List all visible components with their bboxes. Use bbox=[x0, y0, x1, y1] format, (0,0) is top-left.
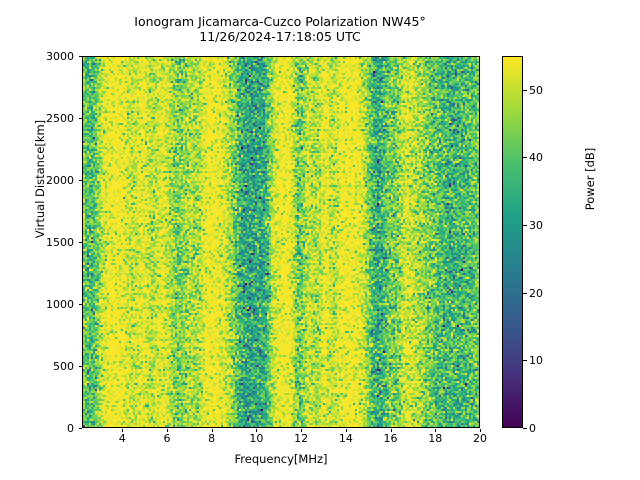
x-tick-mark bbox=[122, 428, 124, 432]
y-tick-mark bbox=[78, 242, 82, 243]
colorbar-tick-mark bbox=[523, 89, 527, 91]
x-tick-label: 6 bbox=[163, 432, 171, 445]
y-tick-label: 500 bbox=[53, 360, 74, 373]
y-tick-label: 1000 bbox=[46, 298, 74, 311]
x-tick-label: 12 bbox=[294, 432, 309, 445]
ionogram-heatmap-canvas bbox=[83, 57, 479, 427]
colorbar-label: Power [dB] bbox=[583, 147, 597, 211]
x-tick-mark bbox=[390, 428, 392, 432]
colorbar-tick-mark bbox=[523, 428, 527, 429]
heatmap-axes bbox=[82, 56, 480, 428]
x-tick-label: 10 bbox=[249, 432, 264, 445]
x-tick-label: 8 bbox=[208, 432, 216, 445]
chart-title-line-1: Ionogram Jicamarca-Cuzco Polarization NW… bbox=[134, 14, 426, 29]
colorbar-tick-label: 40 bbox=[529, 151, 543, 165]
colorbar-tick-mark bbox=[523, 360, 527, 362]
colorbar-tick-mark bbox=[523, 292, 527, 294]
chart-title: Ionogram Jicamarca-Cuzco Polarization NW… bbox=[0, 14, 560, 44]
colorbar bbox=[502, 56, 523, 428]
x-tick-label: 18 bbox=[428, 432, 443, 445]
x-tick-mark bbox=[166, 428, 168, 432]
x-tick-mark bbox=[480, 428, 481, 432]
y-tick-mark bbox=[78, 366, 82, 367]
colorbar-tick-label: 20 bbox=[529, 286, 543, 300]
y-tick-mark bbox=[78, 304, 82, 305]
y-axis-label: Virtual Distance[km] bbox=[33, 119, 47, 239]
colorbar-tick-label: 0 bbox=[529, 422, 536, 435]
y-tick-label: 2500 bbox=[46, 112, 74, 125]
x-tick-label: 20 bbox=[473, 432, 487, 445]
chart-title-line-2: 11/26/2024-17:18:05 UTC bbox=[199, 29, 361, 44]
y-tick-mark bbox=[78, 180, 82, 181]
x-axis-label: Frequency[MHz] bbox=[234, 452, 328, 466]
y-tick-label: 1500 bbox=[46, 236, 74, 249]
x-tick-mark bbox=[301, 428, 303, 432]
colorbar-tick-mark bbox=[523, 225, 527, 227]
y-tick-mark bbox=[78, 118, 82, 119]
colorbar-gradient bbox=[503, 57, 522, 427]
colorbar-tick-mark bbox=[523, 157, 527, 159]
x-tick-mark bbox=[435, 428, 437, 432]
x-tick-mark bbox=[345, 428, 347, 432]
y-tick-label: 3000 bbox=[46, 50, 74, 63]
x-tick-label: 14 bbox=[338, 432, 353, 445]
colorbar-tick-label: 10 bbox=[529, 354, 543, 368]
x-tick-mark bbox=[256, 428, 258, 432]
colorbar-tick-label: 30 bbox=[529, 219, 543, 233]
y-tick-label: 0 bbox=[67, 422, 74, 435]
y-tick-mark bbox=[78, 428, 82, 429]
x-tick-label: 16 bbox=[383, 432, 398, 445]
x-tick-label: 4 bbox=[118, 432, 126, 445]
y-tick-label: 2000 bbox=[46, 174, 74, 187]
colorbar-tick-label: 50 bbox=[529, 83, 543, 97]
x-tick-mark bbox=[211, 428, 213, 432]
y-tick-mark bbox=[78, 56, 82, 57]
